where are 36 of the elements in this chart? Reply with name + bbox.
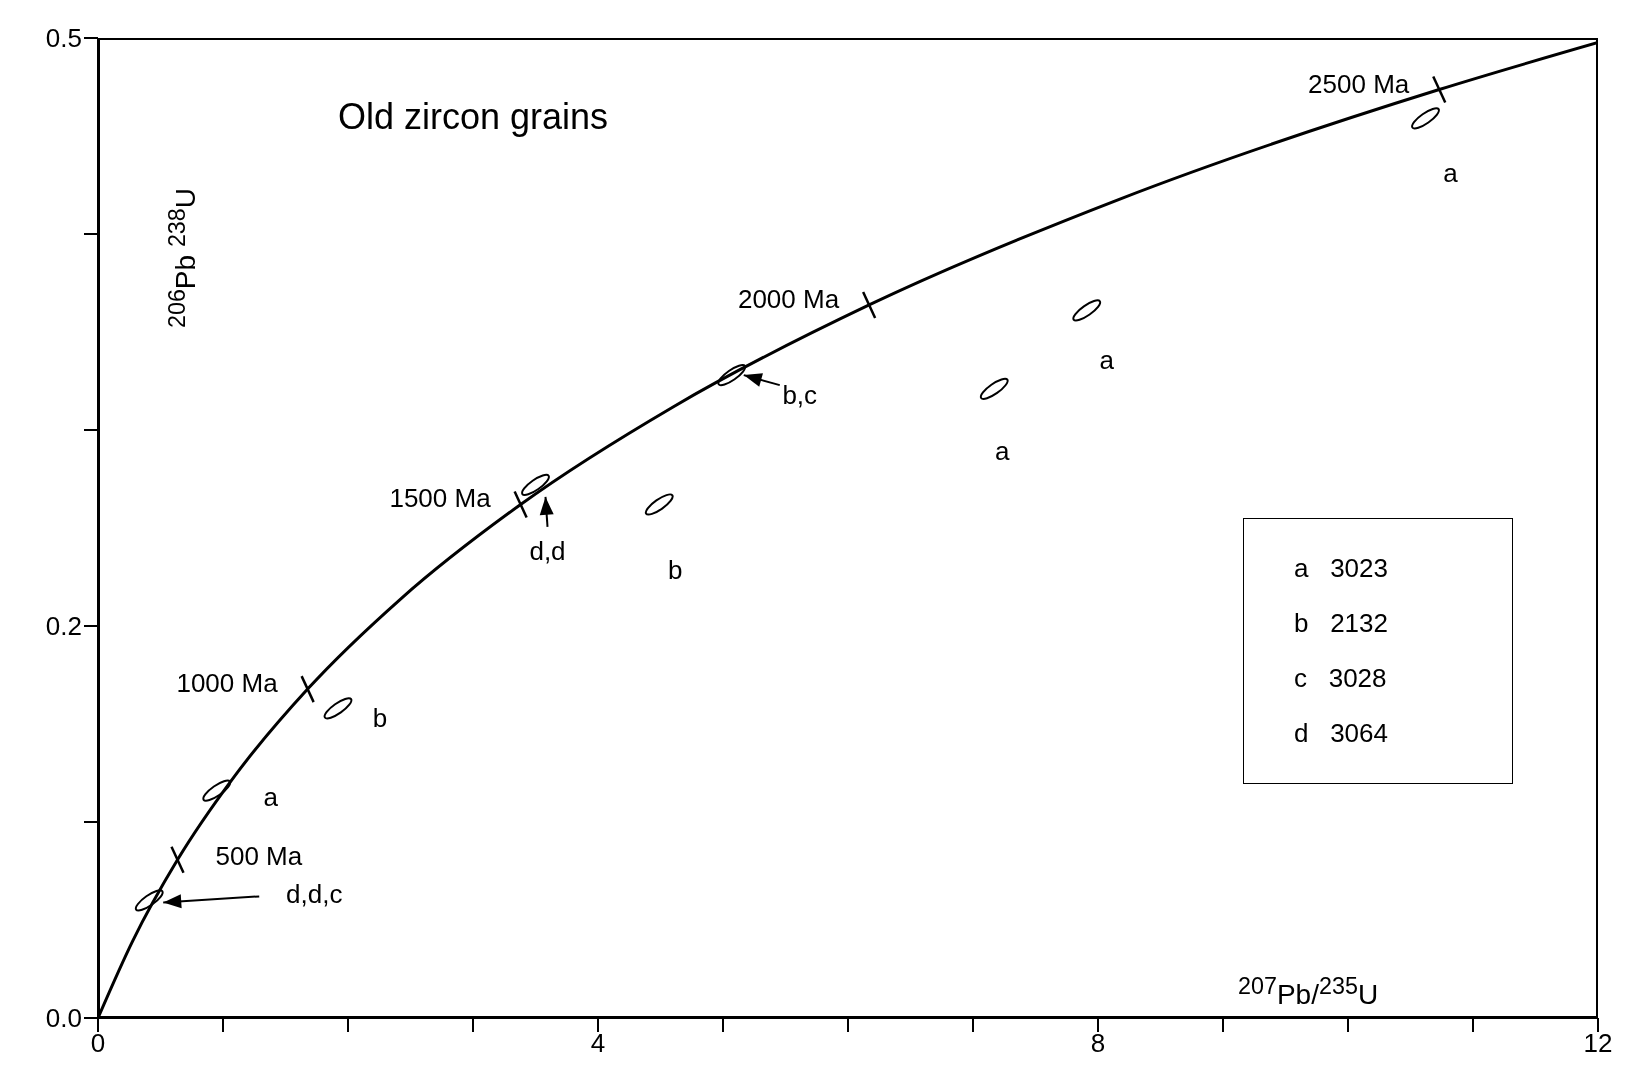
x-axis-title: $^{207}$Pb/$^{235}$U: [1238, 973, 1379, 1012]
x-tick-label: 0: [90, 1028, 106, 1059]
y-tick-label: 0.5: [45, 23, 82, 54]
x-tick-label: 12: [1583, 1028, 1613, 1059]
annotation: a 3023: [1293, 552, 1389, 585]
annotation: 500 Ma: [215, 840, 303, 871]
x-tick-label: 8: [1090, 1028, 1106, 1059]
annotation: 1500 Ma: [389, 483, 492, 514]
point: [1072, 299, 1102, 322]
data-label: d,d: [529, 535, 566, 566]
text: Old zircon grains: [338, 96, 609, 138]
annotation: b 2132: [1293, 607, 1389, 640]
annotation: 1000 Ma: [176, 668, 279, 699]
point: [323, 697, 353, 720]
point: [134, 889, 164, 912]
data-label: d,d,c: [286, 879, 343, 910]
annotation: c 3028: [1293, 662, 1388, 695]
point: [717, 364, 747, 387]
data-label: b: [668, 555, 683, 586]
point: [979, 377, 1009, 400]
y-tick-label: 0.2: [45, 611, 82, 642]
point: [521, 473, 550, 496]
annotation: 2500 Ma: [1308, 68, 1410, 99]
point: [202, 779, 232, 802]
data-label: a: [263, 781, 279, 812]
data-label: b,c: [782, 380, 818, 411]
x-tick-label: 4: [590, 1028, 606, 1059]
y-tick-label: 0.0: [45, 1003, 82, 1034]
data-label: b: [372, 703, 388, 734]
data-label: a: [1099, 345, 1115, 376]
point: [1411, 107, 1440, 130]
point: [644, 493, 674, 516]
annotation: 2000 Ma: [737, 283, 840, 314]
data-label: a: [995, 435, 1011, 466]
annotation: d 3064: [1293, 717, 1389, 750]
data-label: a: [1443, 158, 1459, 189]
